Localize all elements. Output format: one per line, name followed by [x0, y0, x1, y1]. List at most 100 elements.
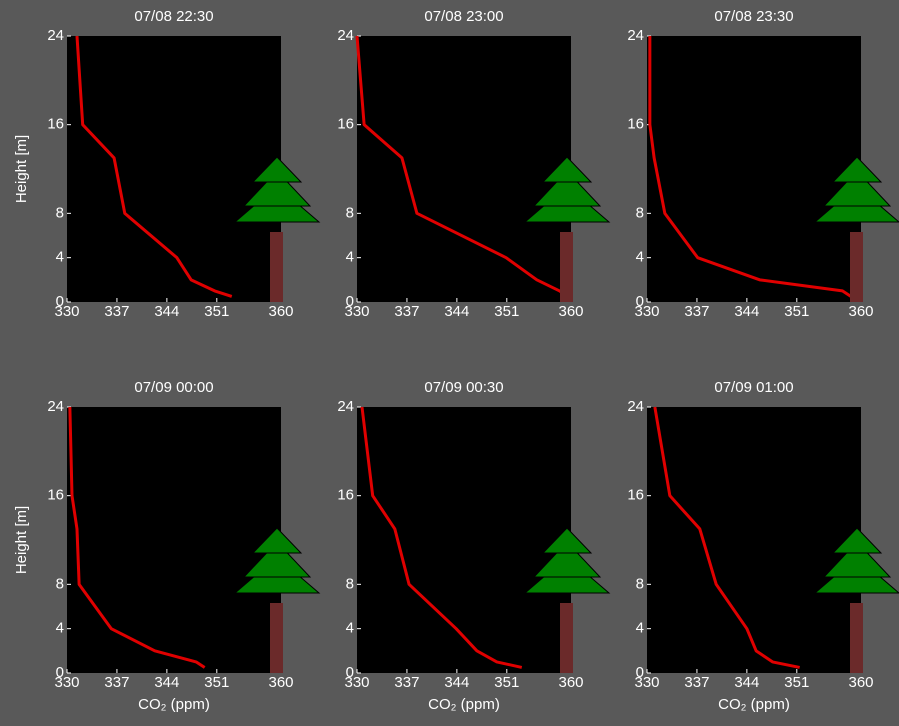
y-tick-label: 8 — [56, 575, 64, 592]
y-tick-label: 24 — [337, 398, 354, 415]
y-tick-label: 4 — [346, 249, 354, 266]
x-tick-label: 344 — [734, 303, 759, 320]
y-tick-label: 4 — [56, 620, 64, 637]
x-tick-label: 344 — [154, 303, 179, 320]
panel-title: 07/09 01:00 — [714, 379, 793, 396]
x-tick-label: 344 — [154, 674, 179, 691]
panel-title: 07/09 00:30 — [424, 379, 503, 396]
tree-crown — [822, 541, 892, 578]
x-tick-label: 360 — [848, 674, 873, 691]
y-tick-label: 0 — [346, 664, 354, 681]
y-tick-label: 16 — [47, 116, 64, 133]
panel-title: 07/08 23:00 — [424, 8, 503, 25]
x-tick-label: 351 — [204, 303, 229, 320]
tree-trunk — [560, 232, 573, 302]
tree-crown — [242, 170, 312, 207]
data-line — [653, 406, 800, 669]
tree-crown — [251, 527, 303, 554]
data-line — [75, 35, 233, 298]
x-tick-label: 351 — [494, 674, 519, 691]
x-axis-label: CO₂ (ppm) — [138, 696, 210, 713]
x-tick-label: 330 — [344, 303, 369, 320]
y-tick-label: 8 — [56, 204, 64, 221]
x-tick-label: 360 — [268, 674, 293, 691]
x-tick-label: 337 — [104, 303, 129, 320]
x-tick-label: 360 — [268, 303, 293, 320]
plot-area — [647, 407, 861, 673]
x-tick-label: 330 — [54, 303, 79, 320]
x-tick-label: 360 — [558, 303, 583, 320]
y-tick-label: 24 — [47, 27, 64, 44]
plot-area — [357, 407, 571, 673]
tree-trunk — [270, 603, 283, 673]
y-axis-label: Height [m] — [13, 135, 30, 203]
tree-crown — [251, 156, 303, 183]
y-tick-label: 4 — [636, 620, 644, 637]
data-line — [68, 406, 206, 669]
y-tick-label: 16 — [627, 116, 644, 133]
y-tick-label: 24 — [627, 27, 644, 44]
plot-area — [67, 36, 281, 302]
y-axis-label: Height [m] — [13, 506, 30, 574]
y-tick-label: 16 — [627, 487, 644, 504]
y-tick-label: 0 — [636, 664, 644, 681]
tree-crown — [822, 170, 892, 207]
x-tick-label: 337 — [104, 674, 129, 691]
y-tick-label: 24 — [337, 27, 354, 44]
y-tick-label: 24 — [47, 398, 64, 415]
x-tick-label: 330 — [634, 303, 659, 320]
data-line — [355, 35, 569, 298]
x-axis-label: CO₂ (ppm) — [718, 696, 790, 713]
tree-trunk — [560, 603, 573, 673]
data-line — [360, 406, 523, 669]
x-tick-label: 351 — [494, 303, 519, 320]
y-tick-label: 8 — [636, 204, 644, 221]
x-tick-label: 360 — [558, 674, 583, 691]
panel-title: 07/09 00:00 — [134, 379, 213, 396]
x-tick-label: 351 — [784, 303, 809, 320]
x-tick-label: 344 — [444, 303, 469, 320]
panel-title: 07/08 22:30 — [134, 8, 213, 25]
y-tick-label: 16 — [47, 487, 64, 504]
y-tick-label: 8 — [346, 204, 354, 221]
x-tick-label: 360 — [848, 303, 873, 320]
x-tick-label: 330 — [344, 674, 369, 691]
y-tick-label: 0 — [346, 293, 354, 310]
x-tick-label: 330 — [54, 674, 79, 691]
y-tick-label: 4 — [636, 249, 644, 266]
panel-title: 07/08 23:30 — [714, 8, 793, 25]
y-tick-label: 16 — [337, 116, 354, 133]
y-tick-label: 0 — [636, 293, 644, 310]
tree-trunk — [850, 232, 863, 302]
y-tick-label: 8 — [636, 575, 644, 592]
plot-area — [647, 36, 861, 302]
x-tick-label: 351 — [784, 674, 809, 691]
x-tick-label: 337 — [684, 674, 709, 691]
tree-crown — [242, 541, 312, 578]
x-tick-label: 337 — [684, 303, 709, 320]
x-tick-label: 330 — [634, 674, 659, 691]
y-tick-label: 0 — [56, 293, 64, 310]
x-tick-label: 351 — [204, 674, 229, 691]
x-tick-label: 337 — [394, 674, 419, 691]
tree-crown — [831, 527, 883, 554]
data-line — [648, 36, 852, 298]
tree-crown — [831, 156, 883, 183]
x-tick-label: 344 — [444, 674, 469, 691]
x-tick-label: 337 — [394, 303, 419, 320]
y-tick-label: 24 — [627, 398, 644, 415]
plot-area — [67, 407, 281, 673]
x-axis-label: CO₂ (ppm) — [428, 696, 500, 713]
y-tick-label: 0 — [56, 664, 64, 681]
y-tick-label: 4 — [56, 249, 64, 266]
y-tick-label: 4 — [346, 620, 354, 637]
tree-trunk — [850, 603, 863, 673]
x-tick-label: 344 — [734, 674, 759, 691]
tree-crown — [541, 527, 593, 554]
y-tick-label: 16 — [337, 487, 354, 504]
tree-trunk — [270, 232, 283, 302]
y-tick-label: 8 — [346, 575, 354, 592]
tree-crown — [532, 541, 602, 578]
